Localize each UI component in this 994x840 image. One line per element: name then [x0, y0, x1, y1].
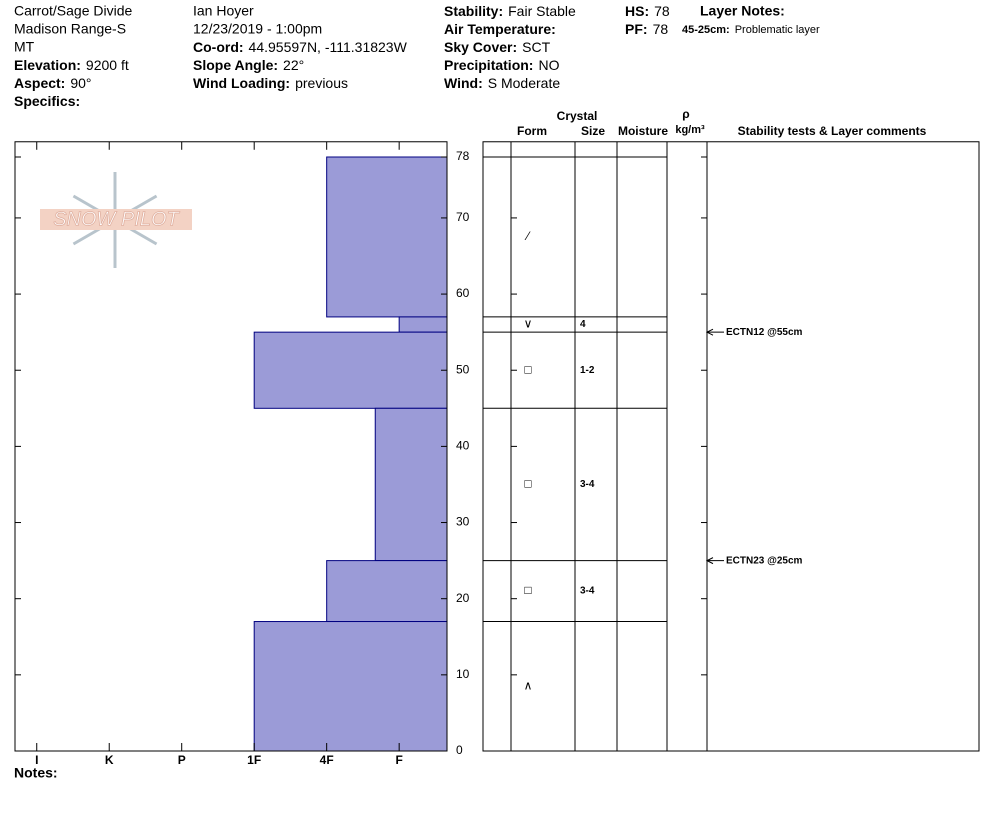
header-field: Elevation: 9200 ft: [14, 57, 129, 73]
field-value: 9200 ft: [86, 57, 129, 73]
header-field: Specifics:: [14, 93, 80, 109]
header-field: PF: 78: [625, 21, 668, 37]
header-field: 45-25cm: Problematic layer: [682, 24, 820, 36]
header-field: Slope Angle: 22°: [193, 57, 304, 73]
grain-form: □: [524, 583, 531, 597]
x-tick-label: I: [35, 753, 38, 767]
grain-size: 3-4: [580, 586, 595, 597]
field-label: Air Temperature:: [444, 21, 556, 37]
field-value: 78: [653, 21, 669, 37]
y-tick-label: 70: [456, 210, 470, 224]
field-label: Elevation:: [14, 57, 81, 73]
field-label: Wind:: [444, 75, 483, 91]
field-label: Aspect:: [14, 75, 65, 91]
col-header: Stability tests & Layer comments: [738, 124, 927, 138]
header-field: Co-ord: 44.95597N, -111.31823W: [193, 39, 408, 55]
hardness-bar: [253, 621, 448, 752]
col-header: Form: [517, 124, 547, 138]
field-value: SCT: [522, 39, 550, 55]
header-field: Wind Loading: previous: [193, 75, 348, 91]
test-arrow: [705, 557, 724, 565]
grain-form: ∧: [524, 678, 533, 692]
field-value: Problematic layer: [735, 24, 820, 36]
y-tick-label: 20: [456, 591, 470, 605]
header-field: Precipitation: NO: [444, 57, 560, 73]
field-value: Fair Stable: [508, 3, 576, 19]
header-field: Sky Cover: SCT: [444, 39, 551, 55]
y-tick-label: 50: [456, 362, 470, 376]
y-tick-label: 40: [456, 439, 470, 453]
header-field: HS: 78: [625, 3, 670, 19]
y-tick-label: 10: [456, 667, 470, 681]
grain-size: 3-4: [580, 479, 595, 490]
field-value: 44.95597N, -111.31823W: [249, 39, 408, 55]
field-label: Sky Cover:: [444, 39, 517, 55]
header-field: Stability: Fair Stable: [444, 3, 576, 19]
logo: SNOW PILOT: [40, 172, 192, 268]
field-label: Slope Angle:: [193, 57, 278, 73]
field-label: HS:: [625, 3, 649, 19]
header-text: 12/23/2019 - 1:00pm: [193, 21, 322, 37]
x-tick-label: 1F: [247, 753, 261, 767]
hardness-bar: [398, 316, 448, 333]
layer-notes-title: Layer Notes:: [700, 3, 785, 19]
y-tick-label: 0: [456, 743, 463, 757]
panel-frame: [482, 141, 980, 752]
y-tick-label: 78: [456, 149, 470, 163]
grain-form: □: [524, 477, 531, 491]
hardness-bar: [326, 156, 448, 318]
x-tick-label: K: [105, 753, 114, 767]
field-label: Precipitation:: [444, 57, 533, 73]
field-value: NO: [538, 57, 559, 73]
y-tick-label: 60: [456, 286, 470, 300]
field-label: PF:: [625, 21, 648, 37]
hardness-bar: [253, 331, 448, 409]
field-value: 78: [654, 3, 670, 19]
field-label: 45-25cm:: [682, 24, 730, 36]
grain-form: □: [524, 362, 531, 376]
test-arrow: [705, 328, 724, 336]
test-label: ECTN12 @55cm: [726, 327, 803, 338]
field-value: 22°: [283, 57, 304, 73]
grain-size: 4: [580, 319, 586, 330]
header-field: Aspect: 90°: [14, 75, 92, 91]
header-field: Air Temperature:: [444, 21, 556, 37]
field-label: Stability:: [444, 3, 503, 19]
x-tick-label: F: [395, 753, 402, 767]
header-text: Madison Range-S: [14, 21, 126, 37]
grain-form: ∨: [524, 317, 533, 331]
x-tick-label: 4F: [320, 753, 334, 767]
notes-label: Notes:: [14, 765, 58, 781]
col-header: Moisture: [618, 124, 668, 138]
col-header: Crystal: [557, 109, 598, 123]
field-label: Co-ord:: [193, 39, 244, 55]
hardness-bar: [326, 560, 448, 623]
grain-size: 1-2: [580, 365, 595, 376]
y-tick-label: 30: [456, 515, 470, 529]
hardness-bar: [374, 407, 448, 562]
field-value: previous: [295, 75, 348, 91]
col-header: Size: [581, 124, 605, 138]
grain-form: ⁄: [524, 229, 531, 243]
test-label: ECTN23 @25cm: [726, 555, 803, 566]
x-tick-label: P: [178, 753, 186, 767]
col-header: kg/m³: [675, 124, 705, 136]
header-text: MT: [14, 39, 35, 55]
logo-band: [40, 209, 192, 230]
field-label: Wind Loading:: [193, 75, 290, 91]
field-value: S Moderate: [488, 75, 561, 91]
header-text: Ian Hoyer: [193, 3, 254, 19]
header-field: Wind: S Moderate: [444, 75, 560, 91]
field-label: Specifics:: [14, 93, 80, 109]
logo-text: SNOW PILOT: [53, 208, 180, 230]
field-value: 90°: [70, 75, 91, 91]
header-text: Carrot/Sage Divide: [14, 3, 132, 19]
col-header: ρ: [682, 107, 689, 121]
